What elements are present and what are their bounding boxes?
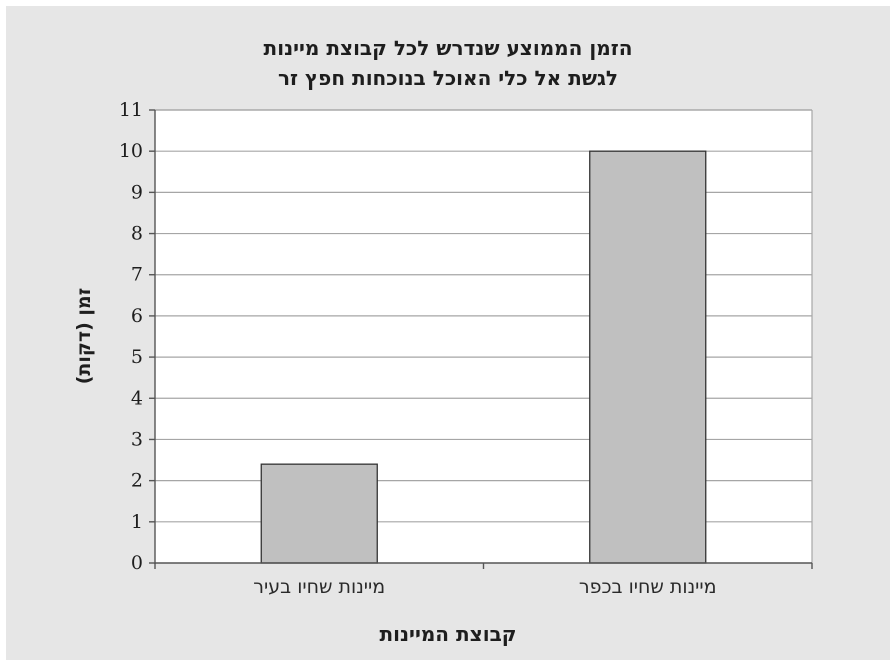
plot-area [155,110,812,563]
chart-title-line-2: לגשת אל כלי האוכל בנוכחות חפץ זר [277,66,619,90]
y-tick-label: 7 [131,264,143,286]
y-tick-label: 1 [131,511,143,533]
x-category-label: מיינות שחיו בכפר [579,576,717,598]
bar [589,150,707,564]
y-tick-label: 9 [131,181,143,203]
y-tick-label: 2 [131,470,143,492]
y-tick-label: 8 [131,223,143,245]
chart-title-line-1: הזמן הממוצע שנדרש לכל קבוצת מיינות [263,36,633,60]
bar [260,463,378,564]
y-tick-label: 0 [131,552,143,574]
y-tick-label: 5 [131,346,143,368]
x-category-label: מיינות שחיו בעיר [253,576,385,598]
x-axis-label: קבוצת המיינות [379,622,517,646]
y-tick-label: 6 [131,305,143,327]
y-axis-label: זמן (דקות) [73,287,95,385]
y-tick-label: 10 [119,140,143,162]
y-tick-label: 11 [119,99,143,121]
y-tick-label: 3 [131,428,143,450]
y-tick-label: 4 [131,387,143,409]
